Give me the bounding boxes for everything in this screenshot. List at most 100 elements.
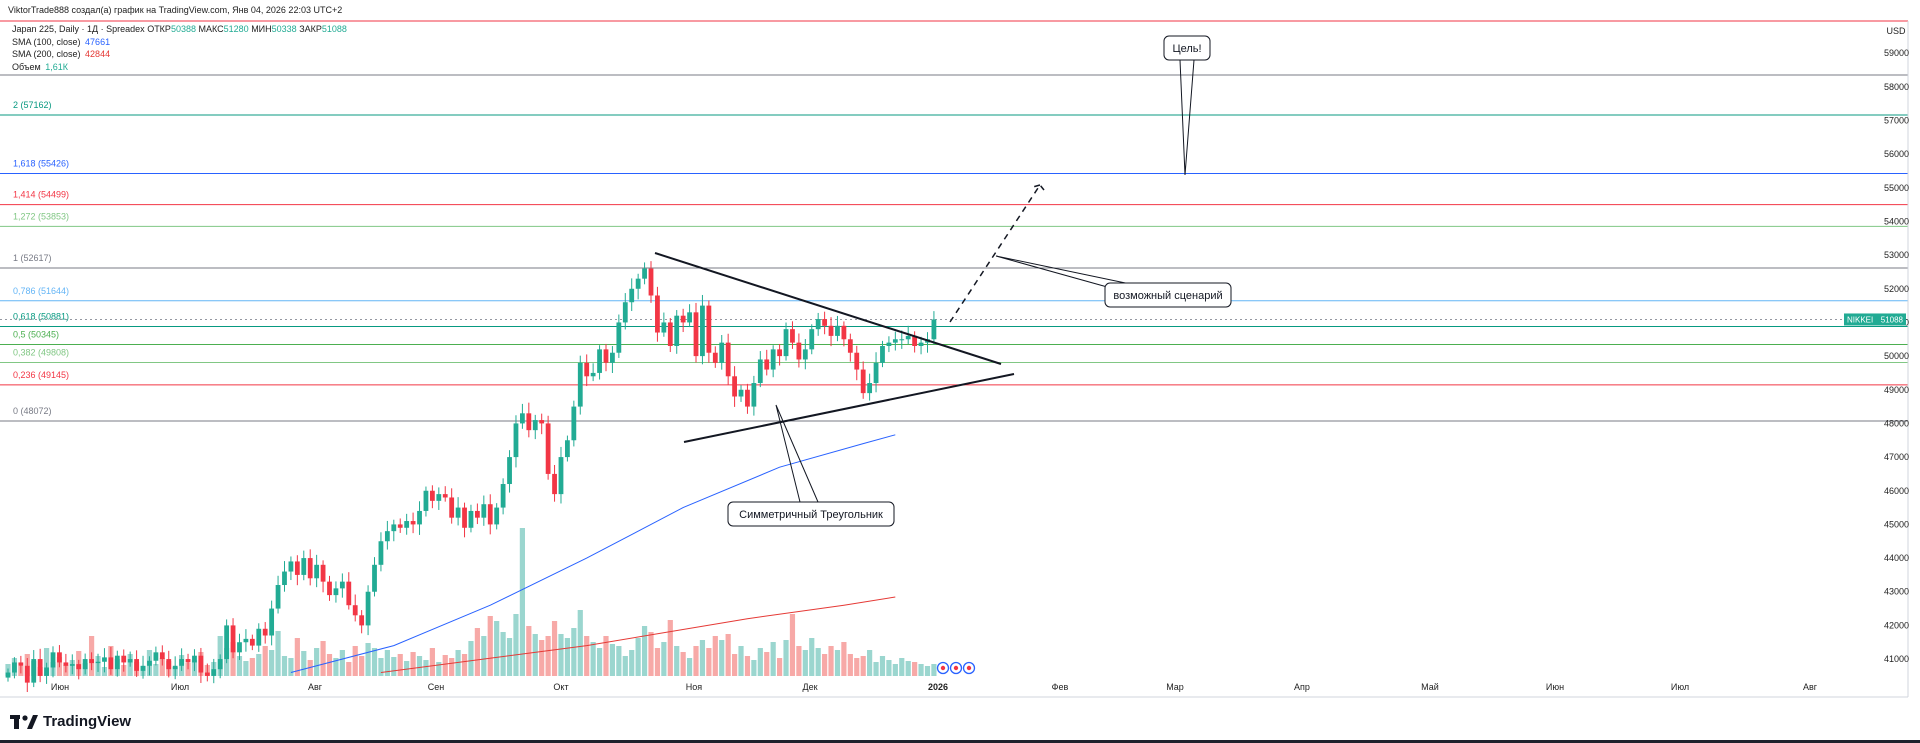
candle-body [661,322,667,333]
candle-body [725,342,731,377]
candle-body [159,652,165,660]
legend-volume-row[interactable]: Объем 1,61К [12,61,347,74]
candle-body [301,558,307,575]
annotation-scenario: возможный сценарий [995,255,1232,308]
legend-sma200-row[interactable]: SMA (200, close) 42844 [12,48,347,61]
annotation-targets-text: Цель! [1172,43,1201,55]
candle-body [44,667,49,676]
volume-bar [661,642,667,676]
volume-bar [359,656,365,676]
candle-body [352,605,358,616]
candle-body [339,581,345,589]
candle-body [552,473,557,495]
candle-body [474,510,480,518]
candle-body [700,305,705,357]
candle-body [147,660,152,666]
last-price-value: 51088 [1881,315,1904,324]
time-tick-label: Авг [1803,682,1818,692]
volume-bar [622,656,628,676]
candle-body [745,389,750,407]
annotation-triangle: Симметричный Треугольник [727,404,895,527]
candle-body [558,457,564,495]
volume-bar [365,643,371,676]
volume-bar [269,650,275,676]
candle-body [275,585,281,609]
candle-body [224,625,230,660]
volume-bar [641,626,648,676]
candle-body [24,665,30,683]
annotation-targets-pointer [1179,59,1195,176]
candle-body [526,413,532,431]
candle-body [892,339,898,343]
volume-bar [699,640,706,676]
fib-label-1-272: 1,272 (53853) [13,211,69,221]
candle-body [108,657,114,670]
candle-body [513,423,519,458]
volume-bar [320,641,326,676]
candle-body [134,659,139,671]
candle-body [153,652,159,661]
sma100-label: SMA (100, close) [12,36,81,47]
triangle-upper-trendline [654,252,1002,365]
fib-label-1: 1 (52617) [13,253,52,263]
time-tick-label: Авг [308,682,323,692]
candle-body [918,342,924,346]
candle-body [82,659,88,670]
candle-body [751,383,757,407]
candle-body [706,305,712,353]
candle-body [256,628,262,646]
ohlc-close-label: ЗАКР [299,24,322,34]
candle-body [102,657,107,662]
ohlc-low: МИН50338 [251,24,299,34]
volume-bar [314,648,320,676]
volume-bar [706,648,712,676]
price-tick-label: 50000 [1884,351,1909,361]
volume-bar [616,646,622,676]
candle-body [18,662,24,666]
brand-label: TradingView [43,713,132,730]
sma100-value: 47661 [85,36,111,47]
volume-bar [288,658,294,676]
legend-symbol-row[interactable]: Japan 225, Daily · 1Д · Spreadex ОТКР503… [12,23,347,36]
candle-body [835,325,840,336]
volume-bar [796,646,802,676]
volume-bar [834,650,841,676]
volume-bar [847,654,853,676]
drawings: Цель! возможный сценарий Симметричный Треу… [654,35,1232,675]
fib-label-0-618: 0,618 (50881) [13,311,69,321]
bottom-rule [0,740,1920,743]
candle-body [237,642,242,653]
candle-body [873,362,879,384]
candle-body [442,494,448,498]
tradingview-brand[interactable]: TradingView [10,713,131,730]
candle-body [423,490,429,511]
volume-bar [725,634,731,676]
candle-body [770,349,776,370]
candle-body [436,494,442,501]
candle-body [365,591,371,626]
candle-body [822,319,828,326]
candle-body [320,564,326,582]
volume-bar [892,664,898,676]
annotation-scenario-pointer [995,255,1136,291]
volume-bar [770,642,776,676]
price-tick-label: 47000 [1884,452,1909,462]
candle-body [262,628,268,636]
ohlc-open-label: ОТКР [147,24,171,34]
volume-bar [494,621,500,676]
time-tick-label: Апр [1294,682,1310,692]
volume-bar [474,628,480,676]
candle-body [809,329,815,350]
chart-credit: ViktorTrade888 создал(а) график на Tradi… [8,5,343,15]
fib-label-0-236: 0,236 (49145) [13,370,69,380]
volume-bar [449,658,455,676]
volume-bar [281,656,288,676]
legend-sma100-row[interactable]: SMA (100, close) 47661 [12,36,347,49]
candle-body [140,665,146,671]
candle-body [828,325,834,336]
volume-bar [378,658,384,676]
symbol-label: Japan 225, Daily · 1Д · Spreadex [12,24,145,34]
price-tick-label: 46000 [1884,486,1909,496]
volume-bar [680,652,686,676]
